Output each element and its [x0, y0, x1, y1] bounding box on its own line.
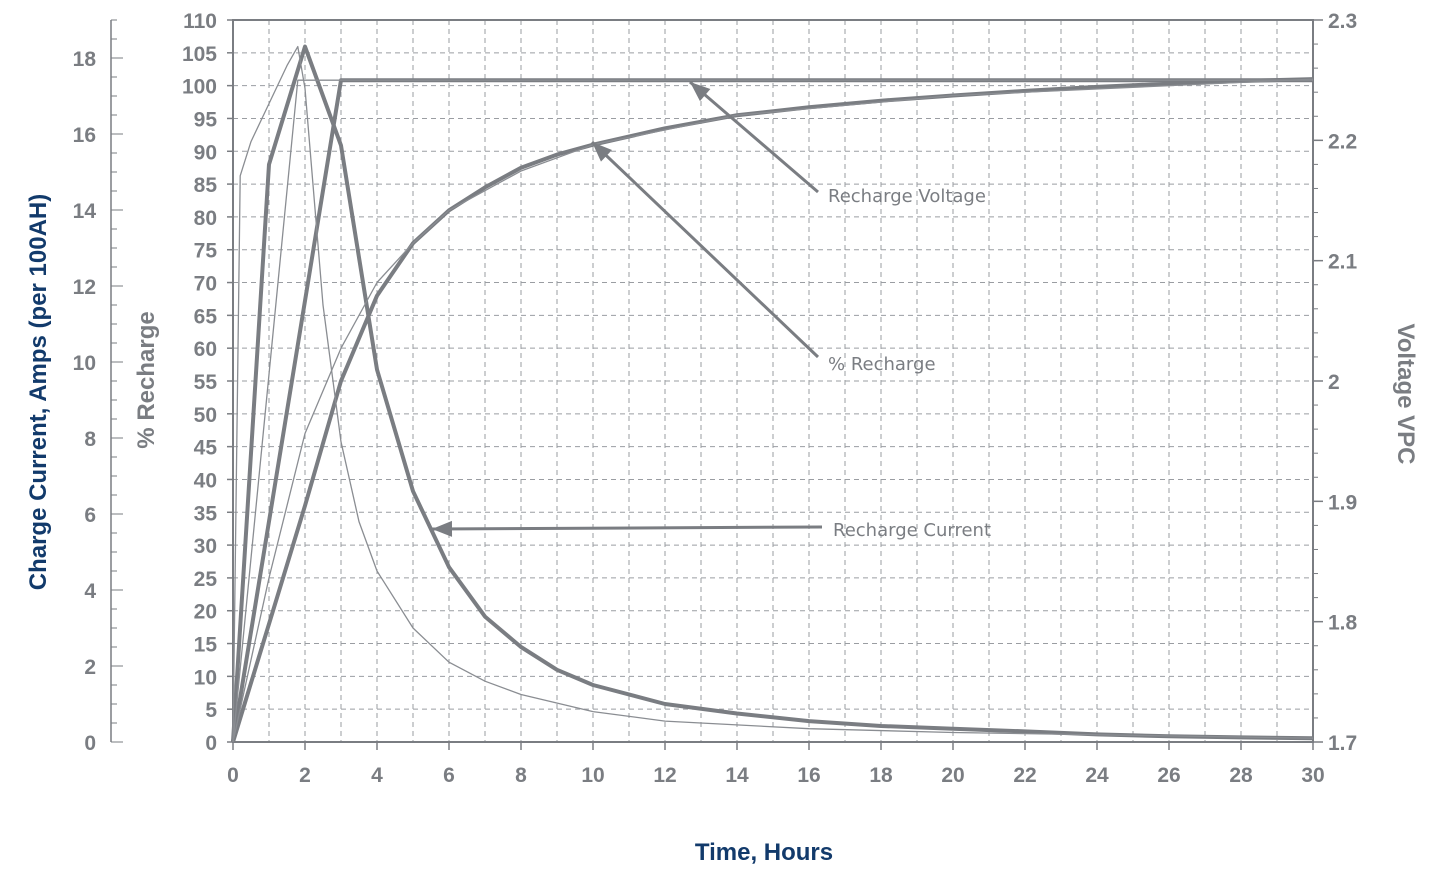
current-tick-label: 0: [84, 732, 96, 755]
percent-tick-label: 25: [194, 568, 218, 591]
current-tick-label: 8: [84, 428, 96, 451]
percent-tick-label: 15: [194, 634, 218, 657]
annotation-label: Recharge Current: [833, 520, 991, 541]
percent-tick-label: 40: [194, 469, 217, 492]
x-tick-label: 24: [1085, 764, 1109, 787]
voltage-tick-label: 2.1: [1328, 251, 1358, 274]
x-tick-label: 22: [1013, 764, 1036, 787]
x-tick-label: 8: [515, 764, 527, 787]
percent-tick-label: 70: [194, 273, 217, 296]
y-axis-title-current: Charge Current, Amps (per 100AH): [25, 194, 52, 591]
current-tick-label: 16: [73, 124, 96, 147]
current-tick-label: 6: [84, 504, 96, 527]
current-tick-label: 4: [84, 580, 96, 603]
x-tick-label: 28: [1229, 764, 1253, 787]
percent-tick-label: 85: [194, 174, 218, 197]
series-reference-line: [232, 78, 1314, 743]
voltage-tick-label: 1.9: [1328, 491, 1357, 514]
current-tick-label: 2: [84, 656, 96, 679]
percent-tick-label: 100: [182, 76, 217, 99]
annotation-arrowhead: [592, 142, 613, 162]
annotation-arrow-line: [431, 525, 823, 531]
percent-tick-label: 55: [194, 371, 218, 394]
voltage-tick-label: 1.8: [1328, 612, 1358, 635]
x-tick-label: 20: [941, 764, 964, 787]
voltage-tick-label: 2.3: [1328, 10, 1357, 33]
percent-tick-label: 45: [194, 437, 218, 460]
percent-tick-label: 20: [194, 601, 217, 624]
x-tick-label: 30: [1301, 764, 1324, 787]
x-tick-label: 2: [299, 764, 311, 787]
percent-tick-label: 0: [205, 732, 217, 755]
annotation-arrowhead: [432, 520, 453, 537]
annotations: Recharge Voltage % Recharge Recharge Curre…: [431, 80, 991, 541]
y-axis-title-percent: % Recharge: [133, 311, 160, 448]
percent-tick-label: 75: [194, 240, 218, 263]
voltage-tick-label: 2.2: [1328, 130, 1357, 153]
percent-tick-label: 60: [194, 338, 217, 361]
percent-tick-label: 80: [194, 207, 217, 230]
series-reference-line: [232, 79, 1313, 743]
annotation-arrow-line: [689, 80, 819, 194]
annotation-arrow-recharge-current: [431, 520, 823, 537]
x-tick-label: 0: [227, 764, 239, 787]
percent-tick-label: 65: [194, 305, 218, 328]
grid: [233, 19, 1313, 743]
x-tick-label: 18: [869, 764, 893, 787]
series-reference-line: [232, 45, 1314, 743]
current-tick-label: 12: [73, 276, 96, 299]
x-tick-label: 10: [581, 764, 604, 787]
percent-tick-label: 5: [205, 699, 217, 722]
current-tick-label: 10: [73, 352, 96, 375]
y-axis-title-voltage: Voltage VPC: [1392, 324, 1419, 465]
annotation-label: % Recharge: [828, 354, 936, 375]
voltage-tick-label: 1.7: [1328, 732, 1357, 755]
x-tick-label: 16: [797, 764, 820, 787]
voltage-tick-label: 2: [1328, 371, 1340, 394]
x-tick-label: 6: [443, 764, 455, 787]
annotation-arrow-percent-recharge: [590, 140, 820, 359]
percent-tick-label: 90: [194, 141, 217, 164]
annotation-arrowhead: [690, 82, 711, 102]
percent-tick-label: 105: [182, 43, 217, 66]
percent-tick-label: 30: [194, 535, 217, 558]
x-tick-label: 26: [1157, 764, 1180, 787]
annotation-arrow-line: [590, 140, 820, 359]
x-tick-label: 12: [653, 764, 676, 787]
x-tick-label: 4: [371, 764, 383, 787]
percent-tick-label: 110: [183, 10, 217, 33]
x-tick-label: 14: [725, 764, 749, 787]
x-axis-title: Time, Hours: [695, 839, 833, 866]
axes: [110, 19, 1323, 750]
percent-tick-label: 50: [194, 404, 217, 427]
current-tick-label: 18: [73, 48, 97, 71]
tick-labels: 0246810121416180510152025303540455055606…: [73, 10, 1358, 787]
percent-tick-label: 10: [194, 666, 217, 689]
annotation-arrow-recharge-voltage: [689, 80, 819, 194]
annotation-label: Recharge Voltage: [828, 186, 986, 207]
percent-tick-label: 35: [194, 502, 218, 525]
percent-tick-label: 95: [194, 108, 218, 131]
series-recharge-current-line: [231, 44, 1314, 743]
current-tick-label: 14: [73, 200, 97, 223]
